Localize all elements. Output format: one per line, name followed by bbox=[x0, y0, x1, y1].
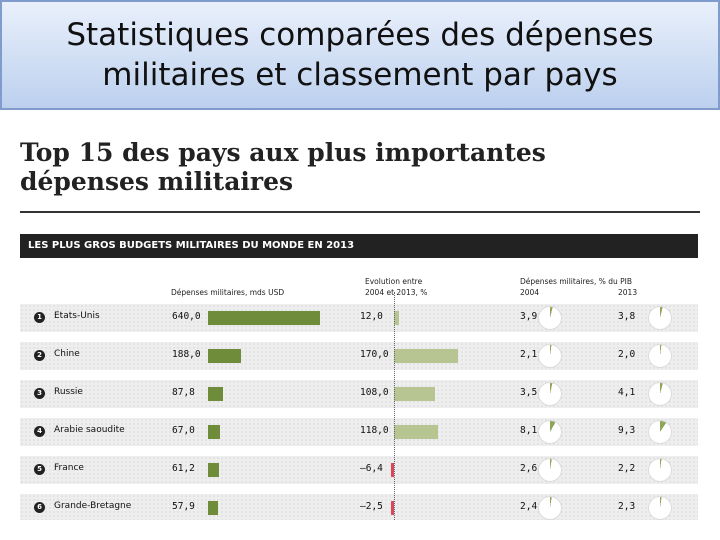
header-evolution-line1: Evolution entre bbox=[365, 277, 423, 286]
header-evolution-line2: 2004 et 2013, % bbox=[365, 288, 428, 297]
gdp-2013-pie bbox=[648, 344, 672, 368]
spending-bar bbox=[208, 501, 219, 515]
gdp-2013-pie bbox=[648, 420, 672, 444]
rank-badge: 1 bbox=[34, 312, 45, 323]
gdp-2013-label: 2,0 bbox=[618, 349, 636, 360]
evolution-bar bbox=[394, 349, 458, 363]
table-row: 6 Grande-Bretagne 57,9 –2,5 2,4 2,3 bbox=[20, 494, 698, 520]
rank-badge: 4 bbox=[34, 426, 45, 437]
spending-value-label: 188,0 bbox=[172, 349, 201, 360]
country-label: Etats-Unis bbox=[54, 311, 100, 321]
country-label: France bbox=[54, 463, 84, 473]
gdp-2004-pie bbox=[538, 306, 562, 330]
title-divider bbox=[20, 211, 700, 213]
gdp-2013-pie bbox=[648, 458, 672, 482]
table-row: 5 France 61,2 –6,4 2,6 2,2 bbox=[20, 456, 698, 484]
chart-title-line2: dépenses militaires bbox=[20, 167, 294, 196]
spending-bar bbox=[208, 387, 224, 401]
evolution-value-label: –2,5 bbox=[360, 501, 383, 512]
gdp-2004-label: 2,6 bbox=[520, 463, 538, 474]
gdp-2013-label: 2,2 bbox=[618, 463, 636, 474]
spending-value-label: 61,2 bbox=[172, 463, 195, 474]
gdp-2013-pie bbox=[648, 306, 672, 330]
country-label: Russie bbox=[54, 387, 83, 397]
chart-banner: LES PLUS GROS BUDGETS MILITAIRES DU MOND… bbox=[20, 234, 698, 258]
spending-bar bbox=[208, 425, 220, 439]
evolution-value-label: 170,0 bbox=[360, 349, 389, 360]
country-label: Grande-Bretagne bbox=[54, 501, 132, 511]
gdp-2004-pie bbox=[538, 344, 562, 368]
table-row: 2 Chine 188,0 170,0 2,1 2,0 bbox=[20, 342, 698, 370]
chart-title-line1: Top 15 des pays aux plus importantes bbox=[20, 138, 546, 167]
table-row: 3 Russie 87,8 108,0 3,5 4,1 bbox=[20, 380, 698, 408]
gdp-2004-pie bbox=[538, 458, 562, 482]
evolution-bar bbox=[391, 501, 394, 515]
gdp-2013-pie bbox=[648, 496, 672, 520]
spending-value-label: 640,0 bbox=[172, 311, 201, 322]
gdp-2004-label: 3,9 bbox=[520, 311, 538, 322]
slide-title-line1: Statistiques comparées des dépenses bbox=[66, 17, 654, 53]
evolution-bar bbox=[394, 311, 399, 325]
gdp-2004-pie bbox=[538, 420, 562, 444]
spending-bar bbox=[208, 463, 219, 477]
gdp-2013-label: 2,3 bbox=[618, 501, 636, 512]
country-label: Chine bbox=[54, 349, 80, 359]
spending-bar bbox=[208, 311, 320, 325]
evolution-bar bbox=[394, 387, 435, 401]
spending-value-label: 87,8 bbox=[172, 387, 195, 398]
gdp-2013-label: 4,1 bbox=[618, 387, 636, 398]
evolution-value-label: 12,0 bbox=[360, 311, 383, 322]
rank-badge: 5 bbox=[34, 464, 45, 475]
evolution-value-label: 118,0 bbox=[360, 425, 389, 436]
slide-title: Statistiques comparées des dépenses mili… bbox=[0, 0, 720, 110]
gdp-2004-pie bbox=[538, 496, 562, 520]
gdp-2013-pie bbox=[648, 382, 672, 406]
header-gdp: Dépenses militaires, % du PIB bbox=[520, 277, 633, 286]
header-spending: Dépenses militaires, mds USD bbox=[171, 288, 285, 297]
evolution-bar bbox=[391, 463, 394, 477]
gdp-2004-label: 3,5 bbox=[520, 387, 538, 398]
table-row: 4 Arabie saoudite 67,0 118,0 8,1 9,3 bbox=[20, 418, 698, 446]
evolution-value-label: –6,4 bbox=[360, 463, 383, 474]
spending-value-label: 57,9 bbox=[172, 501, 195, 512]
gdp-2004-label: 8,1 bbox=[520, 425, 538, 436]
rank-badge: 2 bbox=[34, 350, 45, 361]
infographic: Top 15 des pays aux plus importantes dép… bbox=[8, 116, 712, 520]
header-evolution: Evolution entre 2004 et 2013, % bbox=[365, 276, 427, 298]
gdp-2004-label: 2,4 bbox=[520, 501, 538, 512]
chart-title: Top 15 des pays aux plus importantes dép… bbox=[20, 138, 546, 196]
spending-value-label: 67,0 bbox=[172, 425, 195, 436]
gdp-2013-label: 9,3 bbox=[618, 425, 636, 436]
evolution-value-label: 108,0 bbox=[360, 387, 389, 398]
gdp-2004-label: 2,1 bbox=[520, 349, 538, 360]
gdp-2004-pie bbox=[538, 382, 562, 406]
rank-badge: 6 bbox=[34, 502, 45, 513]
header-year-2013: 2013 bbox=[618, 288, 638, 297]
header-year-2004: 2004 bbox=[520, 288, 540, 297]
table-row: 1 Etats-Unis 640,0 12,0 3,9 3,8 bbox=[20, 304, 698, 332]
gdp-2013-label: 3,8 bbox=[618, 311, 636, 322]
country-label: Arabie saoudite bbox=[54, 425, 125, 435]
evolution-zero-line bbox=[394, 292, 395, 520]
slide-title-line2: militaires et classement par pays bbox=[102, 57, 618, 93]
rank-badge: 3 bbox=[34, 388, 45, 399]
evolution-bar bbox=[394, 425, 439, 439]
spending-bar bbox=[208, 349, 241, 363]
